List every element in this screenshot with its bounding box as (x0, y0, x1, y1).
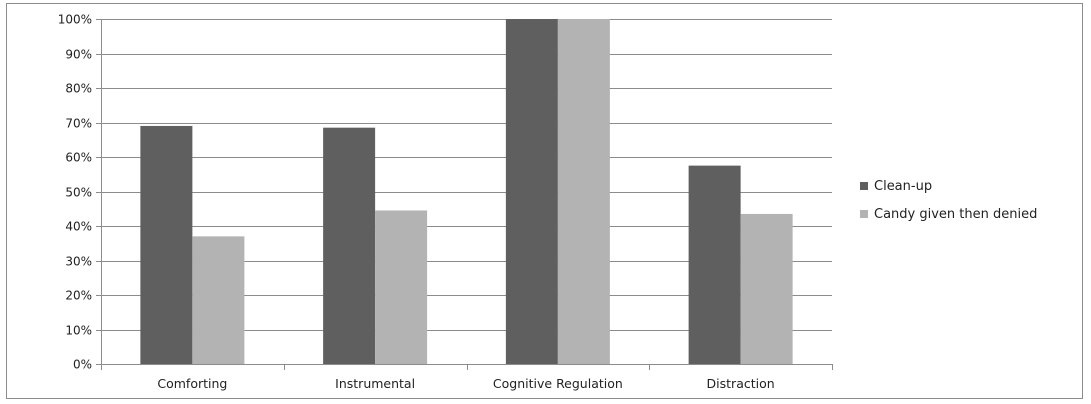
bar-clean-up-instrumental (323, 127, 376, 364)
bar-clean-up-cognitive-regulation (505, 19, 558, 364)
y-axis-tick-labels: 0% 10% 20% 30% 40% 50% 60% 70% 80% 90% 100% (58, 13, 101, 372)
bar-candy-given-then-denied-distraction (740, 213, 793, 364)
y-tick-label: 70% (65, 117, 92, 131)
bar-candy-given-then-denied-comforting (192, 236, 245, 364)
legend: Clean-up Candy given then denied (860, 179, 1037, 222)
legend-swatch (860, 210, 868, 218)
x-category-label: Distraction (707, 376, 775, 391)
legend-swatch (860, 182, 868, 190)
axes (101, 19, 833, 370)
y-tick-label: 60% (65, 151, 92, 165)
bar-candy-given-then-denied-instrumental (375, 210, 428, 364)
bar-clean-up-comforting (140, 125, 193, 364)
y-tick-label: 80% (65, 82, 92, 96)
y-tick-label: 30% (65, 255, 92, 269)
y-tick-label: 40% (65, 220, 92, 234)
x-category-label: Comforting (157, 376, 227, 391)
x-axis-category-labels: Comforting Instrumental Cognitive Regulati… (157, 376, 774, 391)
y-tick-label: 100% (58, 13, 92, 27)
bar-candy-given-then-denied-cognitive-regulation (557, 19, 610, 364)
legend-label: Candy given then denied (874, 207, 1037, 222)
y-tick-label: 20% (65, 289, 92, 303)
x-category-label: Cognitive Regulation (493, 376, 623, 391)
x-category-label: Instrumental (335, 376, 415, 391)
y-tick-label: 10% (65, 324, 92, 338)
y-tick-label: 0% (73, 358, 92, 372)
bars (140, 19, 793, 364)
y-tick-label: 50% (65, 186, 92, 200)
y-tick-label: 90% (65, 48, 92, 62)
bar-clean-up-distraction (688, 165, 741, 364)
legend-label: Clean-up (874, 179, 932, 194)
